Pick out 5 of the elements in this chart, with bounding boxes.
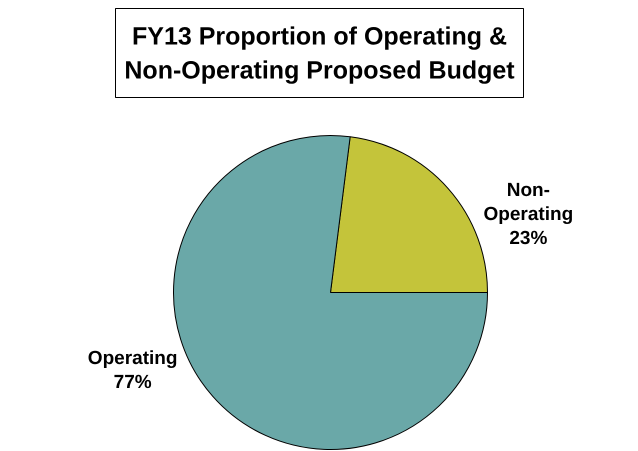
- chart-title: FY13 Proportion of Operating & Non-Operating Proposed Budget: [124, 22, 516, 84]
- slice-label: Operating: [88, 348, 178, 369]
- data-label: 23%: [509, 228, 548, 250]
- data-label: 77%: [114, 372, 152, 393]
- slice-label: Non-Operating: [483, 180, 574, 226]
